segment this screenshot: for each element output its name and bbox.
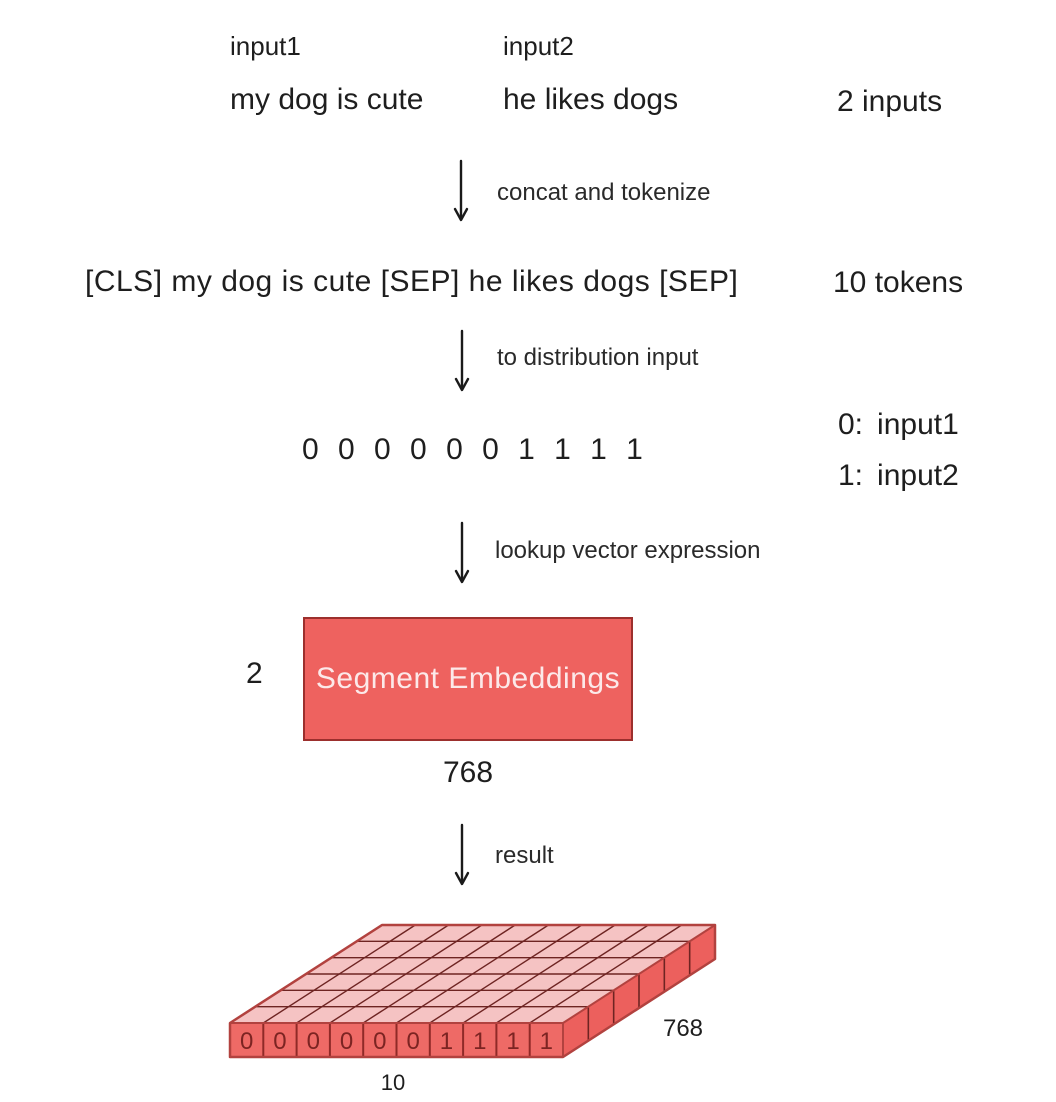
input2-header: input2: [503, 31, 574, 61]
svg-text:0: 0: [340, 1028, 353, 1055]
legend-item-0: 0: input1: [838, 410, 959, 440]
sentence1-text: my dog is cute: [230, 83, 424, 116]
down-arrow-icon: [454, 521, 470, 584]
svg-text:0: 0: [406, 1028, 419, 1055]
svg-text:0: 0: [240, 1028, 253, 1055]
svg-text:0: 0: [273, 1028, 286, 1055]
legend-item-1: 1: input2: [838, 461, 959, 491]
tensor-width-label: 10: [381, 1070, 405, 1095]
legend-key-1: 1:: [838, 459, 864, 492]
svg-text:1: 1: [440, 1028, 453, 1055]
tokenized-text: [CLS] my dog is cute [SEP] he likes dogs…: [85, 265, 739, 298]
step-label-result: result: [495, 842, 554, 869]
segment-embeddings-box: Segment Embeddings: [303, 617, 633, 741]
step-label-distribution: to distribution input: [497, 344, 699, 371]
svg-text:0: 0: [307, 1028, 320, 1055]
inputs-count-note: 2 inputs: [837, 85, 943, 118]
down-arrow-icon: [453, 159, 469, 222]
embedding-cols-dim: 768: [442, 756, 494, 789]
legend-key-0: 0:: [838, 408, 864, 441]
segment-id-sequence: 0 0 0 0 0 0 1 1 1 1: [302, 433, 644, 466]
svg-text:0: 0: [373, 1028, 386, 1055]
segment-embeddings-label: Segment Embeddings: [315, 662, 621, 695]
step-label-concat: concat and tokenize: [497, 179, 711, 206]
svg-text:1: 1: [540, 1028, 553, 1055]
tokens-count-note: 10 tokens: [833, 266, 964, 299]
input1-header: input1: [230, 31, 301, 61]
down-arrow-icon: [454, 823, 470, 886]
step-label-lookup: lookup vector expression: [495, 537, 761, 564]
sentence2-text: he likes dogs: [503, 83, 679, 116]
down-arrow-icon: [454, 329, 470, 392]
legend-name-1: input2: [877, 459, 959, 492]
tensor-depth-label: 768: [663, 1015, 703, 1042]
embedding-rows-dim: 2: [246, 657, 263, 690]
svg-text:1: 1: [506, 1028, 519, 1055]
svg-text:1: 1: [473, 1028, 486, 1055]
legend-name-0: input1: [877, 408, 959, 441]
